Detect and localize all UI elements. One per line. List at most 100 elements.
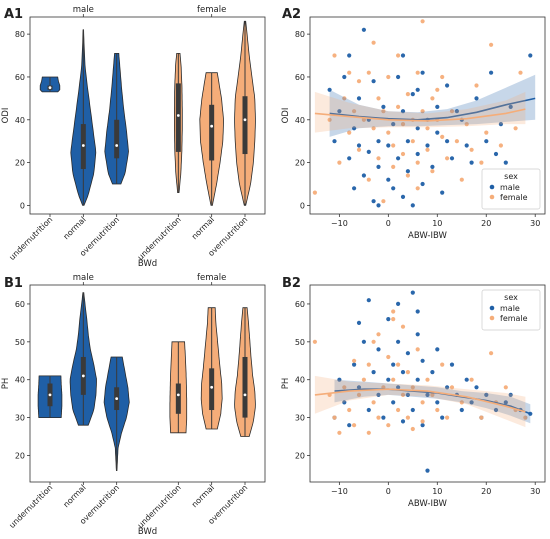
point-male bbox=[361, 173, 366, 178]
x-tick-label: 0 bbox=[386, 219, 391, 228]
point-male bbox=[449, 362, 455, 367]
point-male bbox=[420, 70, 425, 75]
point-male bbox=[396, 385, 401, 390]
point-male bbox=[425, 143, 430, 148]
ci-band-female bbox=[314, 91, 526, 133]
point-male bbox=[445, 385, 450, 390]
point-female bbox=[449, 109, 455, 114]
point-female bbox=[410, 426, 415, 432]
point-female bbox=[425, 377, 430, 382]
y-tick-label: 50 bbox=[15, 338, 25, 347]
panel-label-B2: B2 bbox=[282, 276, 301, 291]
x-tick-label-undernutrition: undernutrition bbox=[136, 215, 183, 262]
point-female bbox=[356, 392, 362, 397]
point-female bbox=[400, 122, 406, 127]
y-tick-label: 80 bbox=[295, 30, 305, 39]
y-axis-label-A2: ODI bbox=[281, 108, 291, 124]
point-male bbox=[503, 400, 508, 405]
point-female bbox=[518, 70, 523, 75]
point-male bbox=[430, 164, 435, 169]
point-male bbox=[415, 309, 420, 314]
y-tick-label: 0 bbox=[300, 201, 305, 210]
x-tick-label: 10 bbox=[432, 487, 442, 496]
x-tick-label: 0 bbox=[386, 487, 391, 496]
point-male bbox=[498, 122, 503, 127]
point-female bbox=[342, 96, 347, 101]
x-axis-label-A1: BWd bbox=[138, 259, 157, 269]
point-female bbox=[347, 130, 352, 135]
x-tick-label-normal: normal bbox=[62, 483, 88, 509]
violin-median bbox=[115, 144, 119, 147]
point-female bbox=[484, 130, 489, 135]
top-group-label-male: male bbox=[73, 273, 94, 283]
point-female bbox=[361, 377, 366, 382]
violin-median bbox=[176, 393, 180, 397]
point-male bbox=[327, 87, 332, 92]
y-tick-label: 60 bbox=[295, 73, 305, 82]
point-female bbox=[332, 53, 337, 58]
violin-box bbox=[209, 104, 215, 161]
point-male bbox=[435, 104, 440, 109]
point-female bbox=[440, 134, 445, 139]
legend-marker-female bbox=[489, 194, 495, 200]
plot-frame-B1 bbox=[29, 284, 266, 483]
point-female bbox=[347, 407, 352, 413]
point-male bbox=[391, 122, 396, 127]
point-male bbox=[508, 104, 513, 109]
point-male bbox=[376, 392, 381, 397]
point-female bbox=[381, 199, 386, 204]
point-male bbox=[415, 332, 420, 337]
violin-median bbox=[81, 374, 85, 378]
violin-box bbox=[242, 96, 248, 155]
point-female bbox=[366, 177, 371, 182]
point-male bbox=[415, 377, 420, 382]
point-male bbox=[361, 27, 366, 32]
point-male bbox=[347, 53, 352, 58]
point-female bbox=[430, 96, 435, 101]
y-tick-label: 20 bbox=[15, 451, 25, 460]
point-female bbox=[376, 96, 381, 101]
legend-label-male: male bbox=[500, 183, 520, 192]
point-female bbox=[425, 126, 430, 131]
violin-median bbox=[243, 393, 247, 397]
point-male bbox=[376, 203, 381, 208]
point-male bbox=[342, 400, 347, 405]
point-female bbox=[391, 143, 396, 148]
point-male bbox=[489, 70, 494, 75]
x-tick-label-undernutrition: undernutrition bbox=[7, 215, 54, 262]
point-female bbox=[366, 430, 371, 435]
point-male bbox=[469, 160, 474, 165]
point-male bbox=[366, 298, 371, 303]
point-female bbox=[464, 122, 469, 127]
point-female bbox=[337, 430, 342, 435]
point-male bbox=[420, 358, 425, 363]
point-female bbox=[352, 358, 357, 363]
point-female bbox=[410, 139, 415, 144]
point-female bbox=[396, 104, 401, 109]
point-male bbox=[396, 74, 401, 80]
x-tick-label: 10 bbox=[432, 219, 442, 228]
point-male bbox=[430, 370, 435, 375]
panel-label-A1: A1 bbox=[4, 7, 23, 22]
point-female bbox=[415, 70, 420, 75]
point-male bbox=[474, 385, 479, 390]
x-tick-label: 20 bbox=[481, 219, 491, 228]
point-female bbox=[498, 143, 503, 148]
point-female bbox=[459, 400, 464, 405]
point-male bbox=[396, 156, 401, 161]
point-female bbox=[391, 164, 396, 169]
point-male bbox=[356, 143, 362, 148]
violin-box bbox=[114, 119, 120, 159]
point-male bbox=[337, 377, 342, 382]
violin-box bbox=[175, 83, 181, 152]
point-male bbox=[405, 351, 410, 356]
y-tick-label: 0 bbox=[20, 201, 25, 210]
violin-median bbox=[81, 144, 85, 147]
point-female bbox=[376, 415, 381, 420]
point-female bbox=[435, 87, 440, 92]
violin-box bbox=[242, 356, 248, 418]
x-tick-label-normal: normal bbox=[62, 215, 88, 241]
point-male bbox=[445, 139, 450, 144]
